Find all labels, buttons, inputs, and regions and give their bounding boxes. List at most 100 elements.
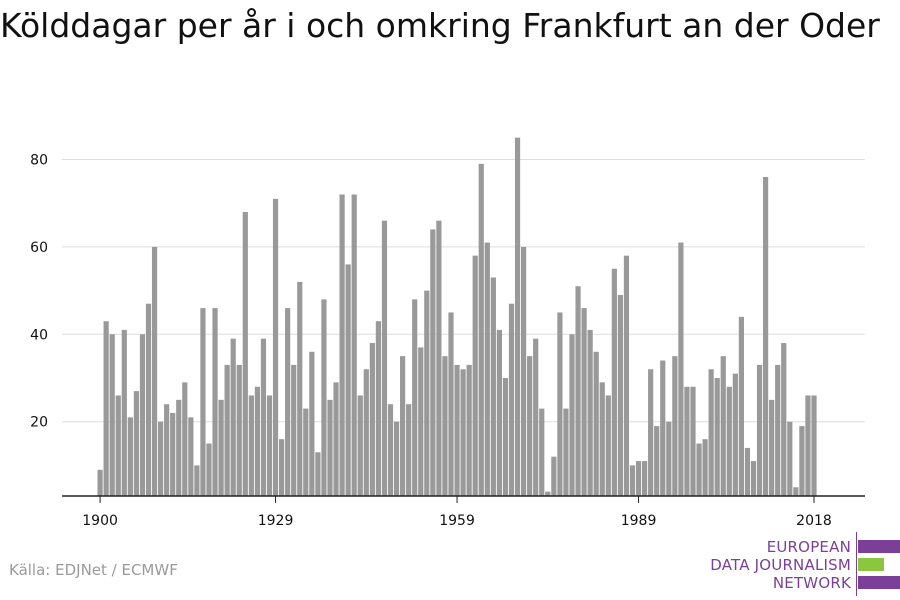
bar (514, 137, 521, 496)
bar (648, 369, 654, 496)
bar (593, 351, 599, 496)
logo-text-line2: DATA JOURNALISM (710, 556, 851, 574)
bar (617, 294, 623, 496)
bar (490, 277, 496, 496)
bar (781, 343, 787, 496)
y-tick-label: 40 (30, 327, 48, 343)
bar (605, 395, 611, 496)
bar (750, 461, 757, 496)
bar (406, 404, 412, 496)
bar (793, 487, 799, 496)
logo-purple-bar (858, 576, 900, 589)
bar (230, 338, 236, 496)
bar (508, 303, 515, 496)
bar (188, 417, 194, 496)
bar (629, 465, 636, 496)
logo-green-bar (858, 558, 884, 571)
bar (763, 176, 769, 497)
bar (339, 194, 345, 496)
bar (696, 443, 702, 496)
bar (291, 364, 297, 496)
bar (714, 378, 720, 496)
bar (194, 465, 200, 496)
bar (418, 347, 424, 496)
bar (333, 382, 339, 496)
bar (678, 242, 684, 496)
bar (260, 338, 267, 496)
x-axis: 1900 1929 1959 1989 2018 (62, 495, 865, 529)
bar (212, 308, 218, 496)
bar (569, 334, 575, 496)
bar (145, 303, 152, 496)
bar-series (97, 137, 817, 497)
bar (309, 351, 315, 496)
bar (139, 334, 146, 496)
bar (97, 469, 103, 496)
bar (684, 386, 690, 496)
bar (272, 198, 279, 496)
bar (581, 308, 587, 496)
bar (496, 329, 502, 496)
bar (303, 408, 309, 496)
bar (351, 194, 357, 496)
logo-purple-bar (858, 540, 900, 553)
bar (381, 220, 388, 496)
bar (756, 364, 763, 496)
x-tick-label: 1900 (82, 513, 118, 529)
bar (369, 343, 375, 496)
bar (460, 369, 466, 496)
x-tick-label: 1989 (621, 513, 657, 529)
bar (635, 461, 642, 496)
bar (103, 321, 109, 496)
bar (412, 299, 418, 496)
y-tick-label: 80 (30, 153, 48, 169)
bar (224, 364, 230, 496)
bar (660, 360, 666, 496)
bar (726, 386, 732, 496)
bar (805, 395, 811, 496)
logo-text-line3: NETWORK (772, 574, 851, 592)
bar (170, 412, 176, 496)
bar (787, 421, 793, 496)
bar (702, 439, 708, 496)
edjnet-logo: EUROPEAN DATA JOURNALISM NETWORK (700, 532, 900, 596)
bar (164, 404, 170, 496)
bar (387, 404, 394, 496)
logo-text-line1: EUROPEAN (766, 538, 851, 556)
bar (654, 426, 660, 496)
y-axis-tick-labels: 20 40 60 80 (30, 153, 48, 431)
x-tick-label: 2018 (796, 513, 832, 529)
bar (248, 395, 254, 496)
bar (357, 395, 363, 496)
bar (430, 229, 436, 496)
x-tick-label: 1929 (258, 513, 294, 529)
bar (551, 456, 557, 496)
bar (799, 426, 805, 496)
bar (442, 356, 448, 496)
bar (811, 395, 817, 496)
bar (285, 308, 291, 496)
bar (575, 286, 581, 496)
bar (775, 364, 781, 496)
bar (557, 312, 563, 496)
bar (563, 408, 569, 496)
bar (738, 316, 744, 496)
bar (454, 364, 460, 496)
bar (266, 395, 273, 496)
source-note: Källa: EDJNet / ECMWF (9, 561, 178, 579)
bar (599, 382, 605, 496)
bar (769, 399, 775, 496)
bar (279, 439, 285, 496)
bar (182, 382, 188, 496)
bar (375, 321, 381, 496)
bar (466, 364, 472, 496)
bar (158, 421, 164, 496)
bar (206, 443, 212, 496)
chart-title: Kölddagar per år i och omkring Frankfurt… (0, 6, 880, 45)
bar (527, 356, 533, 496)
bar (321, 299, 327, 496)
logo-divider (856, 532, 857, 596)
bar (242, 211, 248, 496)
bar (545, 491, 551, 496)
